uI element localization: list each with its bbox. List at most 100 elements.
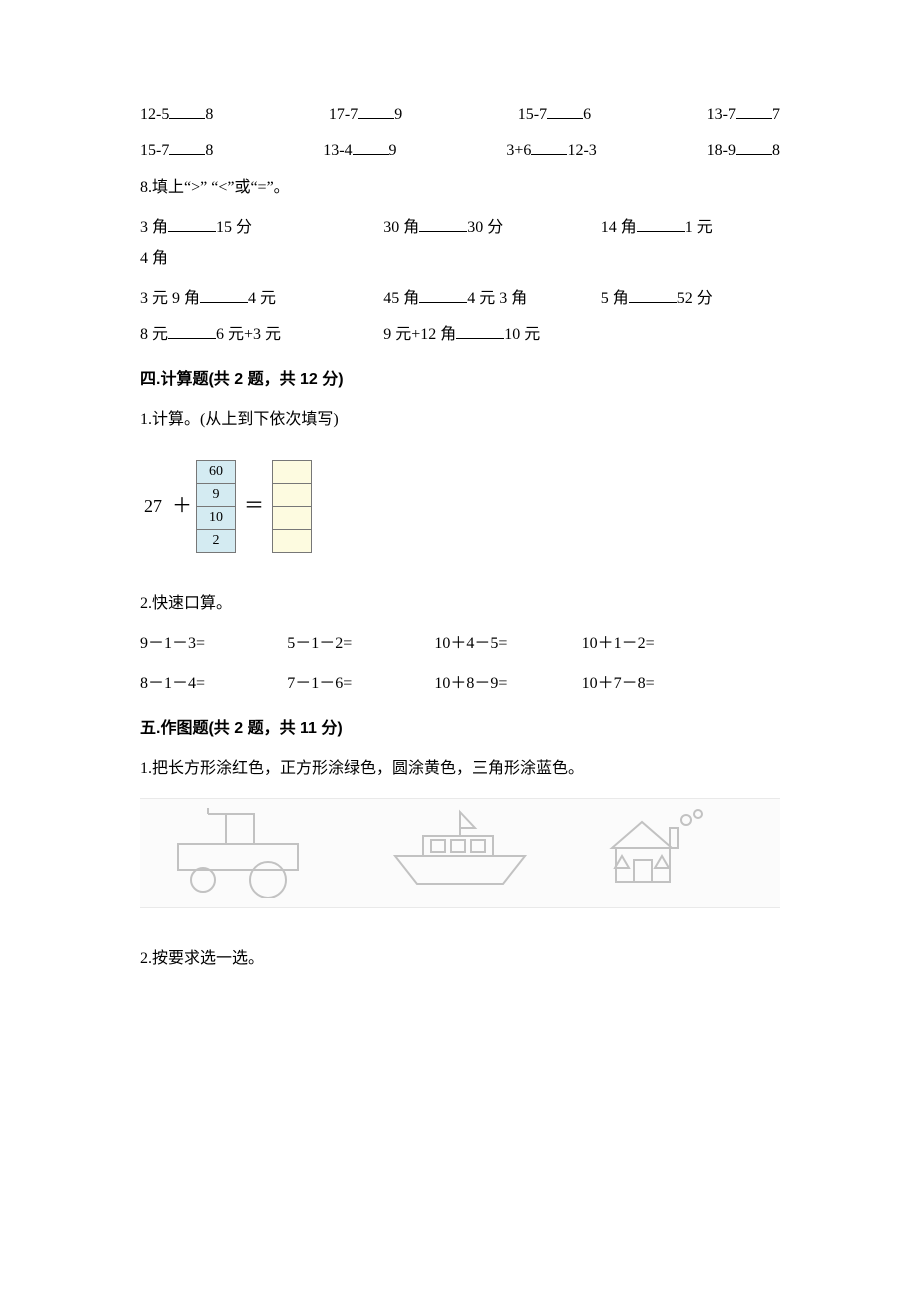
oral-item: 10＋8－9= bbox=[434, 669, 581, 699]
expr-left: 3 元 9 角 bbox=[140, 290, 200, 307]
blank[interactable] bbox=[736, 139, 772, 155]
calc-output-cell[interactable] bbox=[272, 529, 312, 553]
plus-sign: ＋ bbox=[172, 487, 192, 525]
blank[interactable] bbox=[353, 139, 389, 155]
expr-left: 9 元+12 角 bbox=[383, 326, 456, 343]
expr-left: 15-7 bbox=[140, 142, 169, 159]
blank[interactable] bbox=[637, 216, 685, 232]
money-compare: 30 角30 分 bbox=[383, 213, 601, 243]
worksheet-page: 12-58 17-79 15-76 13-77 15-78 13-49 3+61… bbox=[0, 0, 920, 1302]
compare-item: 13-4 9 bbox=[323, 136, 396, 166]
expr-right: 4 元 3 角 bbox=[467, 290, 527, 307]
sec5-q1-title: 1.把长方形涂红色，正方形涂绿色，圆涂黄色，三角形涂蓝色。 bbox=[140, 754, 780, 784]
expr-left: 13-4 bbox=[323, 142, 352, 159]
expr-left: 5 角 bbox=[601, 290, 629, 307]
expr-left: 45 角 bbox=[383, 290, 419, 307]
expr-right: 52 分 bbox=[677, 290, 713, 307]
expr-left: 3+6 bbox=[506, 142, 531, 159]
compare-item: 12-5 8 bbox=[140, 100, 213, 130]
oral-item: 10＋7－8= bbox=[582, 669, 729, 699]
blank[interactable] bbox=[169, 103, 205, 119]
compare-item: 15-7 8 bbox=[140, 136, 213, 166]
sec4-q1-title: 1.计算。(从上到下依次填写) bbox=[140, 405, 780, 435]
q8-title: 8.填上“>” “<”或“=”。 bbox=[140, 173, 780, 203]
oral-row-2: 8－1－4= 7－1－6= 10＋8－9= 10＋7－8= bbox=[140, 669, 780, 699]
blank[interactable] bbox=[419, 287, 467, 303]
calc-stack: 27 ＋ 60 9 10 2 ＝ bbox=[144, 460, 780, 553]
oral-item: 8－1－4= bbox=[140, 669, 287, 699]
blank[interactable] bbox=[168, 323, 216, 339]
calc-input-cell: 10 bbox=[196, 506, 236, 530]
blank[interactable] bbox=[531, 139, 567, 155]
oral-row-1: 9－1－3= 5－1－2= 10＋4－5= 10＋1－2= bbox=[140, 629, 780, 659]
compare-row-2: 15-7 8 13-4 9 3+6 12-3 18-98 bbox=[140, 136, 780, 166]
compare-row-1: 12-5 8 17-79 15-7 6 13-7 7 bbox=[140, 100, 780, 130]
expr-left: 17-7 bbox=[329, 106, 358, 123]
section-4-heading: 四.计算题(共 2 题，共 12 分) bbox=[140, 365, 780, 395]
calc-output-cell[interactable] bbox=[272, 506, 312, 530]
compare-item: 17-79 bbox=[329, 100, 402, 130]
expr-left: 18-9 bbox=[707, 142, 736, 159]
blank[interactable] bbox=[547, 103, 583, 119]
compare-item: 3+6 12-3 bbox=[506, 136, 596, 166]
expr-right: 8 bbox=[205, 142, 213, 159]
sec4-q2-title: 2.快速口算。 bbox=[140, 589, 780, 619]
calc-input-cell: 9 bbox=[196, 483, 236, 507]
blank[interactable] bbox=[419, 216, 467, 232]
oral-item: 7－1－6= bbox=[287, 669, 434, 699]
calc-input-cell: 2 bbox=[196, 529, 236, 553]
sec5-q2-title: 2.按要求选一选。 bbox=[140, 944, 780, 974]
tractor-icon bbox=[168, 808, 338, 898]
money-compare: 14 角 1 元 bbox=[601, 213, 780, 243]
expr-left: 14 角 bbox=[601, 219, 637, 236]
calc-input-cell: 60 bbox=[196, 460, 236, 484]
compare-item: 15-7 6 bbox=[518, 100, 591, 130]
q8-row-c: 8 元 6 元+3 元 9 元+12 角10 元 bbox=[140, 320, 780, 350]
calc-input-column: 60 9 10 2 bbox=[196, 460, 236, 553]
expr-right: 1 元 bbox=[685, 219, 713, 236]
money-compare: 8 元 6 元+3 元 bbox=[140, 320, 383, 350]
money-compare: 3 角 15 分 bbox=[140, 213, 383, 243]
money-compare: 9 元+12 角10 元 bbox=[383, 320, 601, 350]
expr-right: 6 bbox=[583, 106, 591, 123]
calc-left-operand: 27 bbox=[144, 489, 162, 523]
expr-right: 9 bbox=[389, 142, 397, 159]
expr-right: 15 分 bbox=[216, 219, 252, 236]
oral-item: 9－1－3= bbox=[140, 629, 287, 659]
expr-right: 7 bbox=[772, 106, 780, 123]
expr-right: 8 bbox=[205, 106, 213, 123]
calc-output-cell[interactable] bbox=[272, 460, 312, 484]
expr-left: 3 角 bbox=[140, 219, 168, 236]
boat-icon bbox=[375, 808, 545, 898]
oral-item: 10＋4－5= bbox=[434, 629, 581, 659]
blank[interactable] bbox=[358, 103, 394, 119]
blank[interactable] bbox=[629, 287, 677, 303]
blank[interactable] bbox=[456, 323, 504, 339]
oral-item: 5－1－2= bbox=[287, 629, 434, 659]
compare-item: 18-98 bbox=[707, 136, 780, 166]
q8-row-a-extra: 4 角 bbox=[140, 244, 780, 274]
expr-right: 12-3 bbox=[567, 142, 596, 159]
expr-left: 12-5 bbox=[140, 106, 169, 123]
shapes-figure bbox=[140, 798, 780, 908]
expr-left: 15-7 bbox=[518, 106, 547, 123]
calc-output-column bbox=[272, 460, 312, 553]
expr-left: 30 角 bbox=[383, 219, 419, 236]
blank[interactable] bbox=[736, 103, 772, 119]
blank[interactable] bbox=[169, 139, 205, 155]
money-compare: 3 元 9 角4 元 bbox=[140, 284, 383, 314]
q8-row-a: 3 角 15 分 30 角30 分 14 角 1 元 bbox=[140, 213, 780, 243]
house-icon bbox=[582, 808, 752, 898]
equals-sign: ＝ bbox=[244, 487, 264, 525]
money-compare: 5 角 52 分 bbox=[601, 284, 780, 314]
expr-left: 8 元 bbox=[140, 326, 168, 343]
section-5-heading: 五.作图题(共 2 题，共 11 分) bbox=[140, 714, 780, 744]
expr-right: 6 元+3 元 bbox=[216, 326, 281, 343]
expr-left: 13-7 bbox=[707, 106, 736, 123]
money-compare: 45 角 4 元 3 角 bbox=[383, 284, 601, 314]
blank[interactable] bbox=[200, 287, 248, 303]
compare-item: 13-7 7 bbox=[707, 100, 780, 130]
blank[interactable] bbox=[168, 216, 216, 232]
oral-item: 10＋1－2= bbox=[582, 629, 729, 659]
calc-output-cell[interactable] bbox=[272, 483, 312, 507]
